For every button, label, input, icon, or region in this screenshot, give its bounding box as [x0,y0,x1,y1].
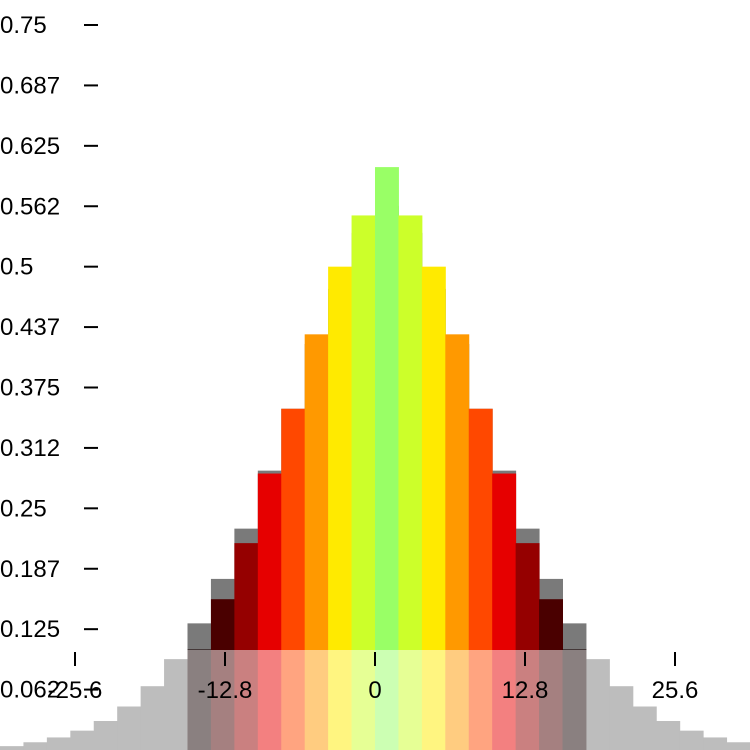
y-tick-label: 0.187 [0,556,60,583]
y-axis: 0.062 0.125 0.187 0.25 0.312 0.375 0.437 0.5 0.5… [0,12,98,704]
color-bar [398,215,423,750]
color-bar [351,215,376,750]
x-tick-label: 12.8 [502,677,549,704]
y-tick-label: 0.625 [0,133,60,160]
x-axis-overlay-band [0,650,750,750]
color-bar [375,167,399,750]
y-tick-label: 0.687 [0,72,60,99]
color-bar [304,334,329,750]
y-tick-label: 0.312 [0,435,60,462]
y-tick-label: 0.375 [0,375,60,402]
x-tick-label: 25.6 [652,677,699,704]
color-bar [421,266,446,750]
x-tick-label: -12.8 [198,677,253,704]
color-bar [328,266,353,750]
y-tick-label: 0.25 [0,495,47,522]
x-tick-label: -25.6 [48,677,103,704]
x-tick-label: 0 [368,677,381,704]
y-tick-label: 0.125 [0,616,60,643]
y-tick-label: 0.75 [0,12,47,39]
color-bar [445,334,470,750]
y-tick-label: 0.437 [0,314,60,341]
y-tick-label: 0.562 [0,193,60,220]
x-axis: -25.6 -12.8 0 12.8 25.6 [48,652,699,704]
y-tick-label: 0.5 [0,254,33,281]
y-tick-label: 0.062 [0,677,60,704]
